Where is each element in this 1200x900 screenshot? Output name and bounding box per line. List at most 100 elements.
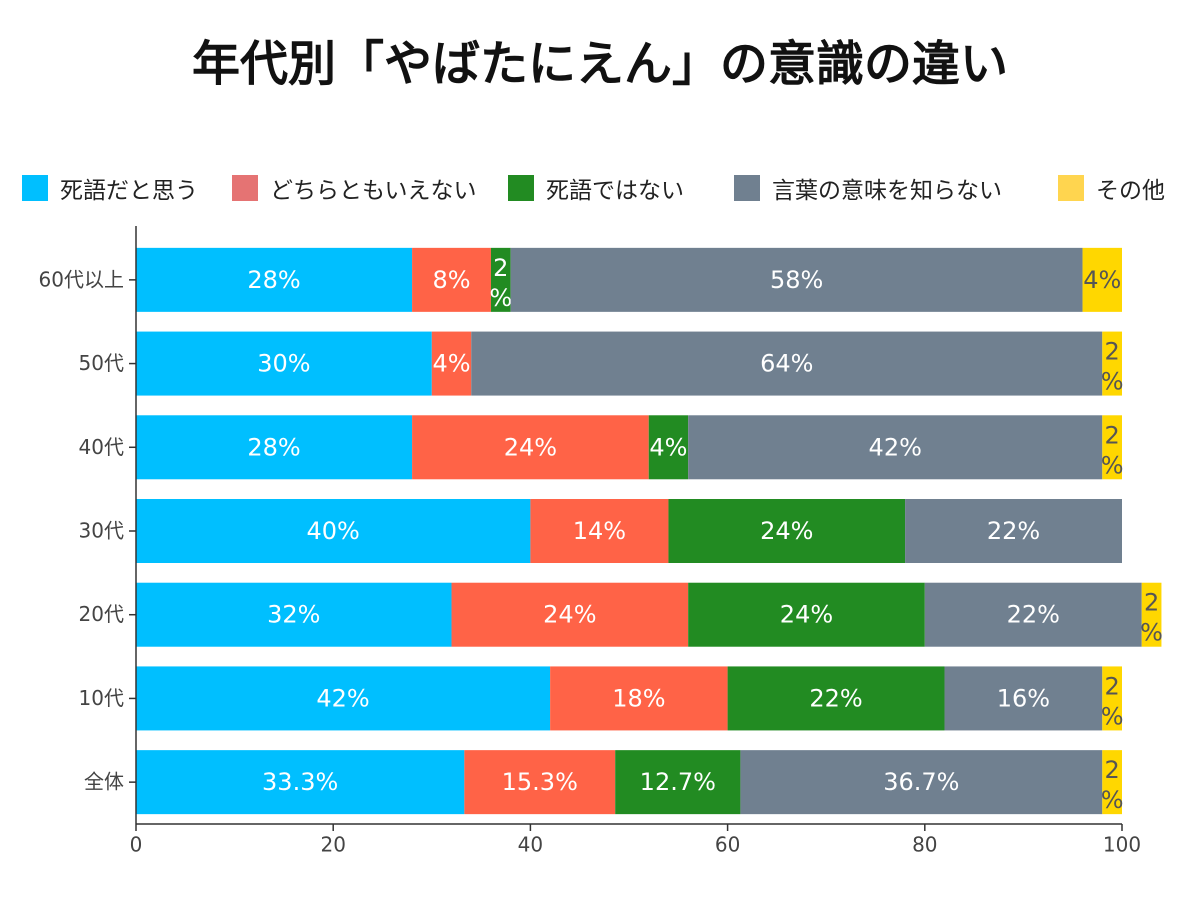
legend-swatch	[508, 175, 534, 201]
legend-item: 死語だと思う	[22, 168, 198, 208]
data-label: 40%	[307, 517, 360, 545]
data-label: 14%	[573, 517, 626, 545]
x-tick-label: 100	[1103, 833, 1141, 857]
data-label: 22%	[987, 517, 1040, 545]
bar-segment	[136, 666, 551, 731]
category-label: 40代	[79, 435, 124, 459]
bar-segment	[464, 750, 616, 815]
bar-segment	[668, 499, 906, 563]
data-label: 2	[1104, 672, 1119, 700]
bar-segment	[136, 415, 413, 480]
data-label: 2	[493, 254, 508, 282]
data-label: 24%	[760, 517, 813, 545]
x-tick-label: 60	[715, 833, 740, 857]
legend-item: どちらともいえない	[232, 168, 477, 208]
data-label: 24%	[780, 601, 833, 629]
bar-segment	[471, 331, 1103, 396]
bar-segment	[1102, 750, 1122, 815]
data-label: 2	[1104, 756, 1119, 784]
bar-segment	[431, 331, 472, 396]
x-tick-label: 80	[912, 833, 937, 857]
legend-item: 言葉の意味を知らない	[734, 168, 1002, 208]
bar-segment	[1102, 666, 1122, 731]
bar-segment	[688, 415, 1103, 480]
legend-label: 死語ではない	[546, 178, 684, 204]
data-label: 4%	[649, 433, 687, 461]
category-label: 30代	[79, 519, 124, 543]
category-label: 60代以上	[39, 267, 124, 291]
data-label: %	[489, 284, 512, 312]
data-label: %	[1101, 451, 1124, 479]
category-label: 10代	[79, 686, 124, 710]
data-label: 42%	[869, 433, 922, 461]
category-label: 50代	[79, 351, 124, 375]
data-label: 30%	[257, 350, 310, 378]
legend-label: 言葉の意味を知らない	[772, 178, 1002, 204]
legend-swatch	[734, 175, 760, 201]
bar-segment	[1102, 331, 1122, 396]
legend-swatch	[22, 175, 48, 201]
bar-segment	[136, 582, 452, 647]
x-tick-label: 0	[130, 833, 143, 857]
bar-segment	[412, 415, 649, 480]
bar-segment	[740, 750, 1103, 815]
category-label: 全体	[84, 770, 124, 794]
chart-title: 年代別「やばたにえん」の意識の違い	[191, 36, 1008, 92]
data-label: 58%	[770, 266, 823, 294]
bar-segment	[510, 247, 1083, 312]
bar-segment	[1102, 415, 1122, 480]
data-label: 28%	[247, 433, 300, 461]
data-label: 4%	[1083, 266, 1121, 294]
legend-item: その他	[1058, 168, 1165, 208]
legend-swatch	[232, 175, 258, 201]
x-tick-label: 20	[320, 833, 345, 857]
bar-segment	[924, 582, 1142, 647]
data-label: %	[1101, 368, 1124, 396]
data-label: 16%	[997, 684, 1050, 712]
bar-segment	[412, 247, 491, 312]
category-label: 20代	[79, 602, 124, 626]
legend-label: その他	[1096, 178, 1165, 204]
data-label: %	[1101, 702, 1124, 730]
bar-segment	[136, 331, 432, 396]
data-label: 24%	[543, 601, 596, 629]
bar-segment	[136, 750, 465, 815]
data-label: 42%	[316, 684, 369, 712]
data-label: 24%	[504, 433, 557, 461]
bar-segment	[1082, 247, 1122, 312]
data-label: 2	[1104, 338, 1119, 366]
legend-label: 死語だと思う	[60, 178, 198, 204]
data-label: 2	[1144, 589, 1159, 617]
bar-segment	[530, 499, 669, 563]
bar-segment	[648, 415, 689, 480]
data-label: %	[1140, 619, 1163, 647]
legend-item: 死語ではない	[508, 168, 684, 208]
bar-segment	[615, 750, 741, 815]
data-label: 33.3%	[262, 768, 338, 796]
bar-segment	[944, 666, 1103, 731]
data-label: %	[1101, 786, 1124, 814]
legend-swatch	[1058, 175, 1084, 201]
data-label: 22%	[1007, 601, 1060, 629]
bar-segment	[550, 666, 728, 731]
data-label: 15.3%	[502, 768, 578, 796]
bar-segment	[451, 582, 689, 647]
bar-segment	[136, 247, 413, 312]
data-label: 12.7%	[640, 768, 716, 796]
legend: 死語だと思う どちらともいえない 死語ではない 言葉の意味を知らない その他	[0, 168, 1200, 208]
bar-segment	[490, 247, 511, 312]
data-label: 8%	[432, 266, 470, 294]
bar-segment	[727, 666, 945, 731]
bar-segment	[905, 499, 1122, 563]
data-label: 64%	[760, 350, 813, 378]
data-label: 2	[1104, 421, 1119, 449]
data-label: 36.7%	[883, 768, 959, 796]
x-tick-label: 40	[518, 833, 543, 857]
data-label: 22%	[809, 684, 862, 712]
bar-segment	[688, 582, 925, 647]
bar-segment	[1141, 582, 1162, 647]
data-label: 32%	[267, 601, 320, 629]
data-label: 4%	[432, 350, 470, 378]
data-label: 18%	[612, 684, 665, 712]
